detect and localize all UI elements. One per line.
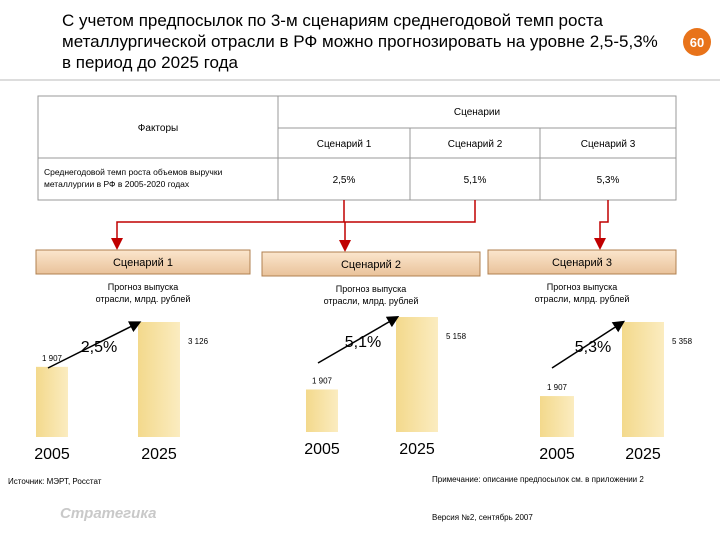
group-header: Сценарии [454, 107, 500, 118]
bar [36, 366, 68, 437]
growth-label: 5,3% [575, 339, 611, 356]
column-header: Сценарий 3 [581, 139, 636, 150]
growth-label: 2,5% [81, 339, 117, 356]
scenario-title: Сценарий 2 [341, 259, 401, 271]
year-label: 2025 [625, 446, 661, 463]
year-label: 2025 [141, 446, 177, 463]
arrow [339, 200, 476, 252]
factor: Среднегодовой темп роста объемов выручки… [44, 167, 223, 189]
bar [396, 317, 438, 432]
arrow [594, 200, 609, 250]
scenario-subtitle: Прогноз выпуска отрасли, млрд. рублей [535, 282, 630, 304]
column-header: Сценарий 1 [317, 139, 372, 150]
year-label: 2005 [539, 446, 575, 463]
cell-value: 5,3% [597, 175, 620, 186]
scenario-box [261, 251, 481, 277]
note: Примечание: описание предпосылок см. в п… [432, 475, 644, 484]
title: С учетом предпосылок по 3-м сценариям ср… [62, 11, 658, 72]
scenario-title: Сценарий 3 [552, 257, 612, 269]
growth-label: 5,1% [345, 334, 381, 351]
bar [540, 396, 574, 437]
year-label: 2005 [304, 441, 340, 458]
bar [306, 389, 338, 432]
factor-header: Факторы [138, 123, 178, 134]
scenario-subtitle: Прогноз выпуска отрасли, млрд. рублей [96, 282, 191, 304]
value-label: 1 907 [312, 376, 333, 385]
growth-arrow [551, 320, 626, 369]
page-number: 60 [690, 35, 704, 50]
bar [138, 322, 180, 437]
scenario-subtitle: Прогноз выпуска отрасли, млрд. рублей [324, 284, 419, 306]
column-header: Сценарий 2 [448, 139, 503, 150]
value-label: 5 158 [446, 332, 467, 341]
value-label: 5 358 [672, 337, 693, 346]
logo: Стратегика [60, 505, 156, 522]
source: Источник: МЭРТ, Росстат [8, 477, 102, 486]
value-label: 3 126 [188, 337, 209, 346]
scenario-title: Сценарий 1 [113, 257, 173, 269]
growth-arrow [317, 315, 400, 364]
bar [622, 322, 664, 437]
year-label: 2005 [34, 446, 70, 463]
table-frame [37, 95, 677, 201]
year-label: 2025 [399, 441, 435, 458]
scenario-box [35, 249, 251, 275]
value-label: 1 907 [547, 383, 568, 392]
page-badge [683, 28, 711, 56]
arrow [111, 200, 345, 250]
cell-value: 5,1% [464, 175, 487, 186]
scenario-box [487, 249, 677, 275]
cell-value: 2,5% [333, 175, 356, 186]
value-label: 1 907 [42, 354, 63, 363]
growth-arrow [47, 321, 142, 369]
version: Версия №2, сентябрь 2007 [432, 513, 533, 522]
